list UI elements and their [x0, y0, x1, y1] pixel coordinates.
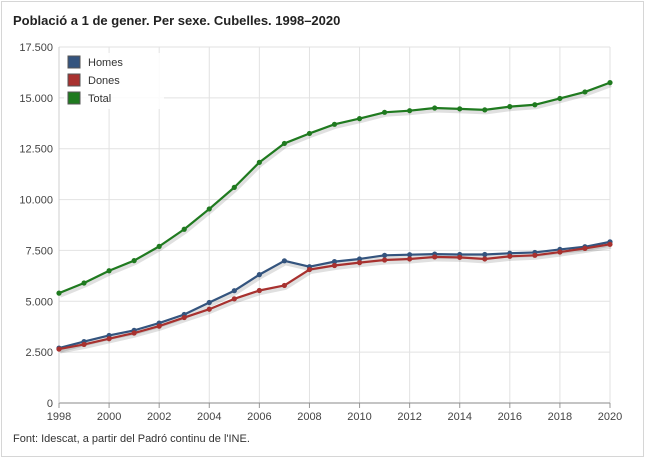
legend-label-homes[interactable]: Homes [88, 57, 123, 69]
series-lines [56, 80, 613, 354]
data-point-dones[interactable] [106, 336, 112, 342]
data-point-dones[interactable] [532, 252, 538, 258]
x-tick-label: 2014 [447, 411, 471, 423]
data-point-homes[interactable] [231, 288, 237, 294]
chart-title: Població a 1 de gener. Per sexe. Cubelle… [13, 13, 341, 28]
y-tick-label: 7.500 [25, 245, 53, 257]
y-tick-label: 5.000 [25, 296, 53, 308]
data-point-dones[interactable] [331, 262, 338, 269]
y-tick-label: 0 [47, 398, 53, 410]
data-point-total[interactable] [356, 116, 363, 122]
x-tick-label: 2006 [247, 411, 271, 423]
x-tick-label: 2002 [147, 411, 171, 423]
x-tick-label: 2018 [548, 411, 572, 423]
data-point-homes[interactable] [381, 252, 388, 258]
data-point-total[interactable] [231, 184, 237, 190]
data-point-total[interactable] [181, 226, 187, 232]
axis-tick-labels: 0 2.500 5.000 7.500 10.000 12.500 15.000 17.500… [19, 42, 622, 423]
x-tick-label: 1998 [47, 411, 71, 423]
source-note: Font: Idescat, a partir del Padró contin… [13, 433, 250, 445]
data-point-dones[interactable] [281, 282, 288, 289]
data-point-total[interactable] [407, 108, 413, 114]
x-tick-label: 2008 [297, 411, 321, 423]
data-point-dones[interactable] [81, 341, 87, 348]
data-point-total[interactable] [306, 130, 313, 137]
x-tick-label: 2004 [197, 411, 221, 423]
data-point-dones[interactable] [381, 257, 388, 263]
x-tick-label: 2000 [97, 411, 121, 423]
data-point-dones[interactable] [181, 314, 187, 321]
data-point-total[interactable] [457, 106, 463, 112]
data-point-dones[interactable] [56, 346, 62, 352]
data-point-homes[interactable] [331, 259, 338, 265]
data-point-total[interactable] [507, 104, 513, 110]
data-point-dones[interactable] [156, 323, 162, 329]
data-point-total[interactable] [381, 109, 388, 115]
data-point-total[interactable] [56, 290, 62, 296]
legend-label-total[interactable]: Total [88, 93, 111, 105]
data-point-total[interactable] [331, 121, 338, 127]
data-point-total[interactable] [106, 268, 112, 274]
y-tick-label: 15.000 [19, 93, 53, 105]
legend-swatch-total[interactable] [67, 91, 81, 105]
data-point-total[interactable] [81, 280, 87, 286]
data-point-dones[interactable] [231, 296, 237, 302]
data-point-dones[interactable] [607, 241, 613, 247]
x-tick-label: 2010 [347, 411, 371, 423]
data-point-dones[interactable] [131, 330, 137, 336]
legend-background [64, 53, 164, 109]
data-point-dones[interactable] [457, 254, 463, 260]
data-point-dones[interactable] [482, 256, 488, 262]
data-point-homes[interactable] [281, 258, 288, 264]
data-point-dones[interactable] [256, 287, 262, 294]
data-point-total[interactable] [131, 258, 137, 264]
data-point-homes[interactable] [356, 256, 363, 262]
data-point-dones[interactable] [507, 253, 513, 259]
data-point-homes[interactable] [482, 251, 488, 258]
data-point-total[interactable] [557, 95, 563, 102]
x-tick-label: 2016 [498, 411, 522, 423]
x-tick-label: 2012 [397, 411, 421, 423]
grid-lines [58, 46, 611, 408]
y-tick-label: 2.500 [25, 347, 53, 359]
y-tick-label: 10.000 [19, 195, 53, 207]
data-point-dones[interactable] [557, 249, 563, 255]
data-point-total[interactable] [482, 107, 488, 113]
data-point-total[interactable] [607, 80, 613, 86]
y-tick-label: 17.500 [19, 42, 53, 54]
data-point-total[interactable] [206, 206, 212, 212]
legend-label-dones[interactable]: Dones [88, 75, 120, 87]
data-point-dones[interactable] [407, 256, 413, 262]
legend-swatch-homes[interactable] [67, 55, 81, 69]
data-point-homes[interactable] [407, 252, 413, 258]
y-tick-label: 12.500 [19, 144, 53, 156]
data-point-total[interactable] [432, 105, 438, 111]
data-point-dones[interactable] [582, 245, 588, 251]
legend: Homes Dones Total [64, 53, 164, 109]
data-point-total[interactable] [281, 140, 288, 147]
data-point-total[interactable] [532, 102, 538, 108]
x-tick-label: 2020 [598, 411, 622, 423]
data-point-dones[interactable] [206, 306, 212, 312]
data-point-homes[interactable] [206, 299, 212, 306]
data-point-homes[interactable] [256, 272, 262, 278]
data-point-dones[interactable] [356, 260, 363, 266]
data-point-total[interactable] [156, 243, 162, 249]
data-point-dones[interactable] [432, 254, 438, 260]
data-point-total[interactable] [256, 159, 262, 165]
legend-swatch-dones[interactable] [67, 73, 81, 87]
data-point-total[interactable] [582, 89, 588, 95]
data-point-dones[interactable] [306, 266, 313, 273]
